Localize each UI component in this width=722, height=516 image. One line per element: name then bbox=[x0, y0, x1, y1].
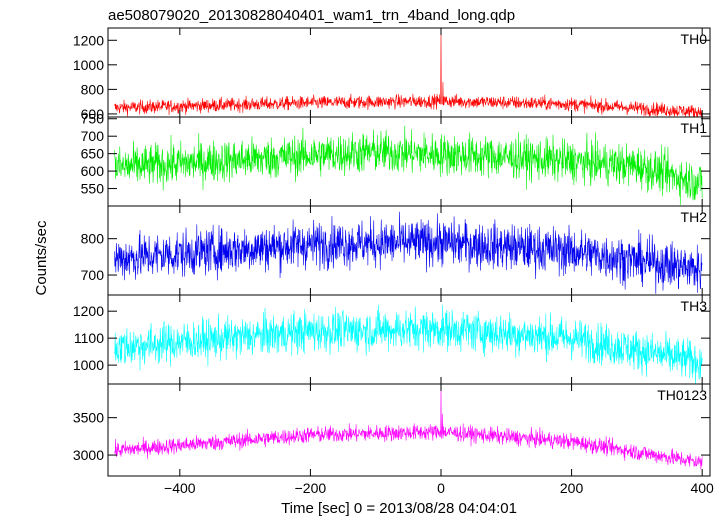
y-tick-label: 3000 bbox=[73, 447, 104, 463]
y-tick-label: 800 bbox=[81, 231, 105, 247]
y-tick-label: 600 bbox=[81, 106, 105, 122]
panel-label-th0123: TH0123 bbox=[657, 387, 707, 403]
y-tick-label: 700 bbox=[81, 128, 105, 144]
x-tick-label: 0 bbox=[437, 480, 445, 496]
y-tick-label: 600 bbox=[81, 163, 105, 179]
series-line-th0123 bbox=[114, 385, 703, 470]
panel-frame-th2 bbox=[107, 205, 711, 296]
panel-label-th1: TH1 bbox=[681, 120, 708, 136]
y-tick-label: 1000 bbox=[73, 357, 104, 373]
y-tick-label: 650 bbox=[81, 146, 105, 162]
y-tick-label: 1200 bbox=[73, 303, 104, 319]
y-tick-label: 3500 bbox=[73, 410, 104, 426]
panel-label-th2: TH2 bbox=[681, 209, 708, 225]
y-tick-label: 1000 bbox=[73, 57, 104, 73]
panel-label-th3: TH3 bbox=[681, 298, 708, 314]
y-axis-label: Counts/sec bbox=[33, 220, 50, 296]
y-tick-label: 550 bbox=[81, 181, 105, 197]
y-tick-label: 1100 bbox=[74, 330, 104, 346]
x-tick-label: −400 bbox=[164, 480, 196, 496]
series-line-th0 bbox=[114, 29, 703, 117]
y-tick-label: 800 bbox=[81, 81, 105, 97]
panel-frame-th0123 bbox=[107, 383, 711, 477]
y-tick-label: 700 bbox=[81, 267, 105, 283]
x-axis-label: Time [sec] 0 = 2013/08/28 04:04:01 bbox=[281, 500, 517, 516]
chart-title: ae508079020_20130828040401_wam1_trn_4ban… bbox=[108, 7, 515, 24]
y-tick-label: 1200 bbox=[73, 32, 104, 48]
series-line-th1 bbox=[114, 125, 703, 205]
series-line-th2 bbox=[114, 211, 703, 294]
y-tick-label: 750 bbox=[81, 111, 105, 127]
panel-label-th0: TH0 bbox=[681, 31, 708, 47]
x-tick-label: 400 bbox=[690, 480, 714, 496]
x-tick-label: −200 bbox=[295, 480, 327, 496]
x-tick-label: 200 bbox=[560, 480, 584, 496]
series-line-th3 bbox=[114, 304, 703, 384]
